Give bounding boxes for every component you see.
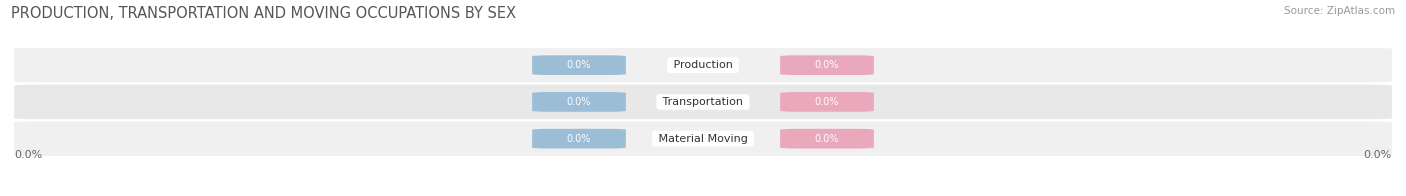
FancyBboxPatch shape xyxy=(14,85,1392,119)
Text: 0.0%: 0.0% xyxy=(815,60,839,70)
FancyBboxPatch shape xyxy=(780,129,875,149)
FancyBboxPatch shape xyxy=(780,92,875,112)
FancyBboxPatch shape xyxy=(531,55,626,75)
Text: Material Moving: Material Moving xyxy=(655,134,751,144)
Text: Transportation: Transportation xyxy=(659,97,747,107)
FancyBboxPatch shape xyxy=(14,48,1392,83)
Text: PRODUCTION, TRANSPORTATION AND MOVING OCCUPATIONS BY SEX: PRODUCTION, TRANSPORTATION AND MOVING OC… xyxy=(11,6,516,21)
Text: 0.0%: 0.0% xyxy=(567,97,591,107)
FancyBboxPatch shape xyxy=(531,129,626,149)
Legend: Male, Female: Male, Female xyxy=(647,192,759,196)
Text: Source: ZipAtlas.com: Source: ZipAtlas.com xyxy=(1284,6,1395,16)
Text: 0.0%: 0.0% xyxy=(567,60,591,70)
FancyBboxPatch shape xyxy=(780,55,875,75)
Text: 0.0%: 0.0% xyxy=(1364,150,1392,160)
FancyBboxPatch shape xyxy=(531,92,626,112)
Text: 0.0%: 0.0% xyxy=(815,134,839,144)
Text: Production: Production xyxy=(669,60,737,70)
Text: 0.0%: 0.0% xyxy=(14,150,42,160)
Text: 0.0%: 0.0% xyxy=(815,97,839,107)
Text: 0.0%: 0.0% xyxy=(567,134,591,144)
FancyBboxPatch shape xyxy=(14,121,1392,156)
